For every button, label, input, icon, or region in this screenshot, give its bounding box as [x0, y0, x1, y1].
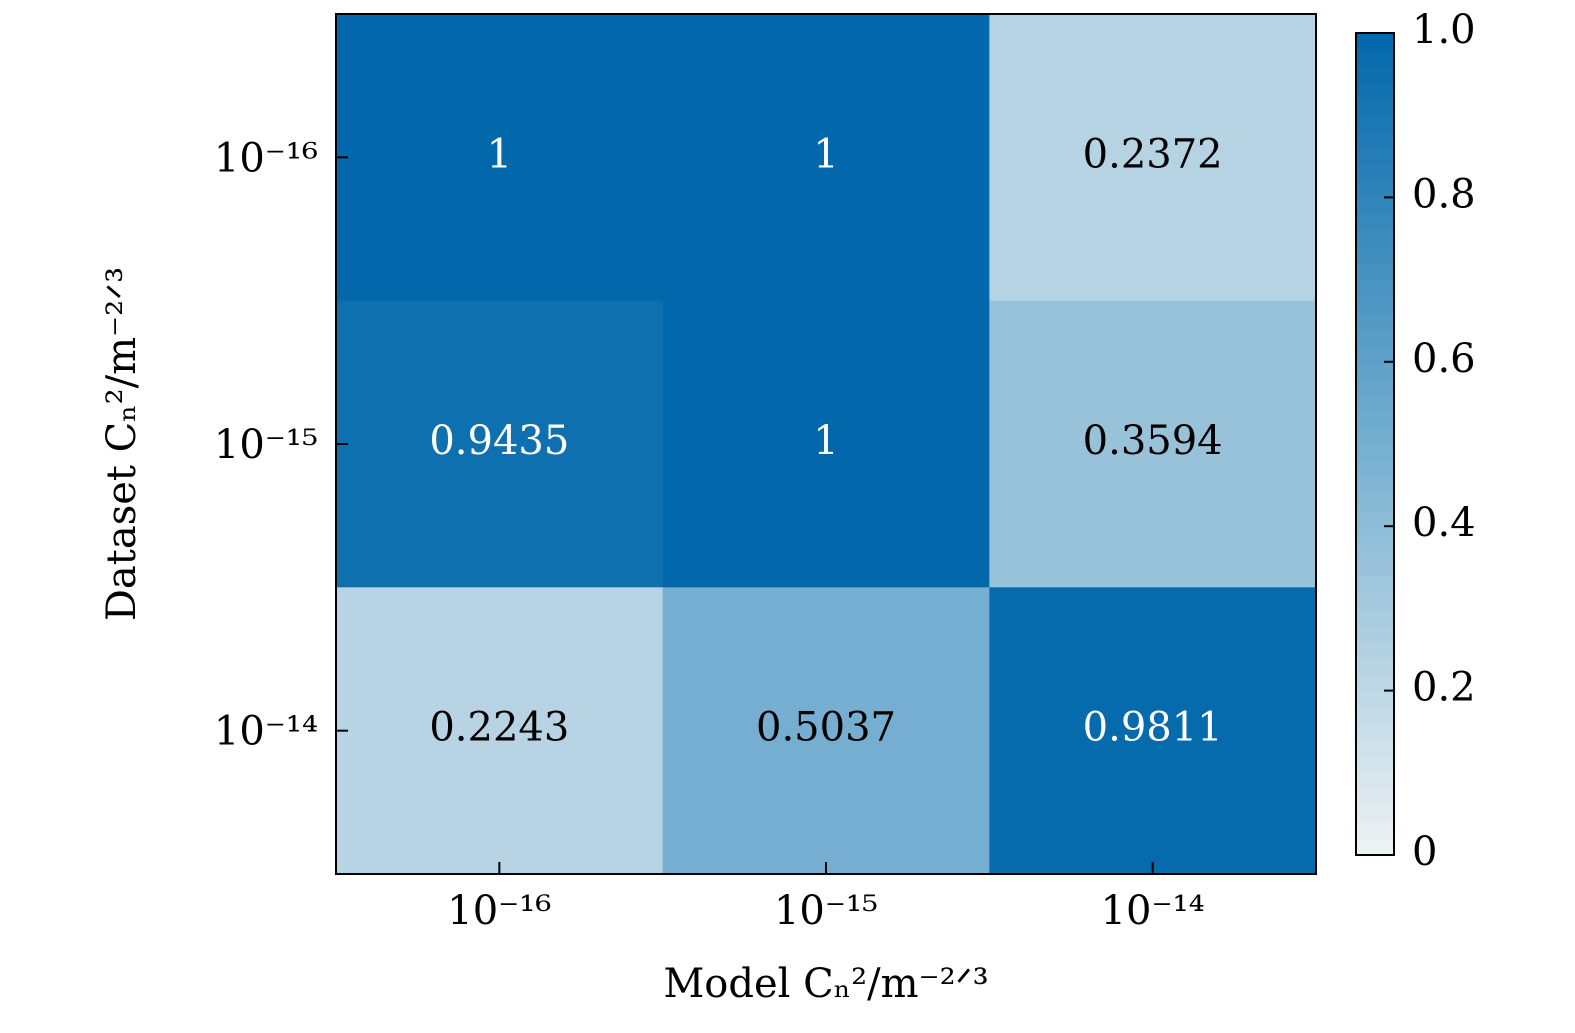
colorbar-step: [1356, 65, 1394, 83]
cell-label: 0.9435: [429, 418, 569, 464]
colorbar-tick-label: 0.2: [1412, 665, 1476, 711]
colorbar-step: [1356, 723, 1394, 741]
heatmap-cell: [336, 587, 664, 875]
colorbar-step: [1356, 131, 1394, 149]
colorbar-step: [1356, 608, 1394, 626]
x-tick-label: 10⁻¹⁴: [1101, 888, 1205, 934]
cell-label: 1: [813, 418, 838, 464]
colorbar-step: [1356, 411, 1394, 429]
cell-label: 1: [487, 131, 512, 177]
colorbar-step: [1356, 180, 1394, 198]
colorbar-tick-label: 0.8: [1412, 171, 1476, 217]
colorbar-step: [1356, 509, 1394, 527]
colorbar-step: [1356, 213, 1394, 231]
colorbar-tick-label: 1.0: [1412, 7, 1476, 53]
colorbar-step: [1356, 296, 1394, 314]
x-tick-label: 10⁻¹⁵: [774, 888, 878, 934]
colorbar-step: [1356, 739, 1394, 757]
colorbar-step: [1356, 345, 1394, 363]
colorbar-step: [1356, 460, 1394, 478]
colorbar-step: [1356, 246, 1394, 264]
colorbar-step: [1356, 312, 1394, 330]
colorbar-step: [1356, 115, 1394, 133]
cell-label: 0.5037: [756, 705, 896, 751]
colorbar-step: [1356, 542, 1394, 560]
colorbar-frame: [1355, 32, 1395, 856]
colorbar-step: [1356, 674, 1394, 692]
colorbar-step: [1356, 328, 1394, 346]
colorbar-step: [1356, 559, 1394, 577]
heatmap-cell: [662, 300, 990, 588]
colorbar-step: [1356, 805, 1394, 823]
colorbar-step: [1356, 230, 1394, 248]
cell-label: 0.3594: [1083, 418, 1223, 464]
heatmap-cell: [989, 587, 1317, 875]
colorbar-step: [1356, 690, 1394, 708]
colorbar-step: [1356, 624, 1394, 642]
y-axis-label: Dataset Cₙ²/m⁻²ᐟ³: [99, 267, 145, 621]
colorbar-step: [1356, 493, 1394, 511]
cell-label: 0.2243: [429, 705, 569, 751]
colorbar-step: [1356, 444, 1394, 462]
heatmap-cell: [336, 300, 664, 588]
colorbar-step: [1356, 33, 1394, 51]
y-tick-label: 10⁻¹⁶: [214, 135, 318, 181]
colorbar-step: [1356, 641, 1394, 659]
colorbar-step: [1356, 164, 1394, 182]
colorbar-step: [1356, 575, 1394, 593]
colorbar-step: [1356, 378, 1394, 396]
colorbar-step: [1356, 98, 1394, 116]
cell-label: 0.9811: [1083, 705, 1223, 751]
colorbar-step: [1356, 707, 1394, 725]
colorbar-step: [1356, 657, 1394, 675]
colorbar-step: [1356, 591, 1394, 609]
colorbar-step: [1356, 279, 1394, 297]
colorbar-tick-label: 0.6: [1412, 336, 1476, 382]
y-tick-label: 10⁻¹⁵: [214, 422, 318, 468]
colorbar-step: [1356, 838, 1394, 856]
x-axis-label: Model Cₙ²/m⁻²ᐟ³: [663, 961, 988, 1007]
heatmap-cell: [989, 14, 1317, 302]
colorbar-step: [1356, 148, 1394, 166]
colorbar-tick-label: 0: [1412, 829, 1437, 875]
colorbar-step: [1356, 772, 1394, 790]
heatmap-cell: [662, 587, 990, 875]
colorbar-step: [1356, 756, 1394, 774]
cell-label: 0.2372: [1083, 131, 1223, 177]
colorbar-step: [1356, 476, 1394, 494]
heatmap-cell: [989, 300, 1317, 588]
colorbar-step: [1356, 82, 1394, 100]
colorbar-tick-label: 0.4: [1412, 500, 1476, 546]
colorbar-step: [1356, 394, 1394, 412]
cell-label: 1: [813, 131, 838, 177]
colorbar-step: [1356, 263, 1394, 281]
colorbar-step: [1356, 822, 1394, 840]
colorbar-step: [1356, 427, 1394, 445]
colorbar-step: [1356, 49, 1394, 67]
heatmap-cell: [336, 14, 664, 302]
colorbar-step: [1356, 197, 1394, 215]
heatmap-cell: [662, 14, 990, 302]
colorbar-step: [1356, 789, 1394, 807]
colorbar-step: [1356, 361, 1394, 379]
colorbar-step: [1356, 526, 1394, 544]
x-tick-label: 10⁻¹⁶: [447, 888, 551, 934]
y-tick-label: 10⁻¹⁴: [214, 709, 318, 755]
